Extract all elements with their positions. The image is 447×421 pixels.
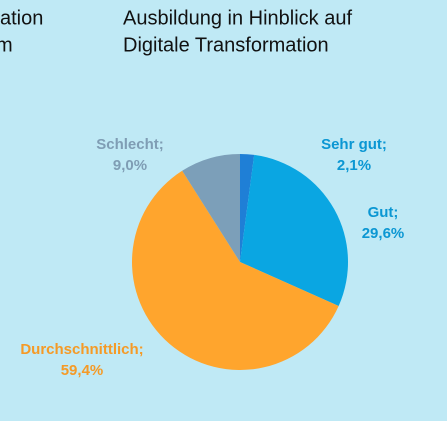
value-label: 9,0%: [113, 157, 147, 174]
value-label: 29,6%: [362, 225, 405, 242]
slice-label: Schlecht;: [96, 136, 164, 153]
pie-slice: [182, 154, 240, 262]
pie-slice: [240, 154, 348, 306]
pie-slice: [132, 170, 339, 370]
value-label: 59,4%: [61, 362, 104, 379]
slice-label: Durchschnittlich;: [20, 341, 143, 358]
slice-label: Gut;: [368, 204, 399, 221]
chart-title: Ausbildung in Hinblick auf: [123, 7, 352, 29]
slice-label: Sehr gut;: [321, 136, 387, 153]
value-label: 2,1%: [337, 157, 371, 174]
cropped-text: m: [0, 34, 13, 56]
cropped-text: ation: [0, 7, 43, 29]
pie-slice: [240, 154, 255, 262]
chart-title: Digitale Transformation: [123, 34, 329, 56]
